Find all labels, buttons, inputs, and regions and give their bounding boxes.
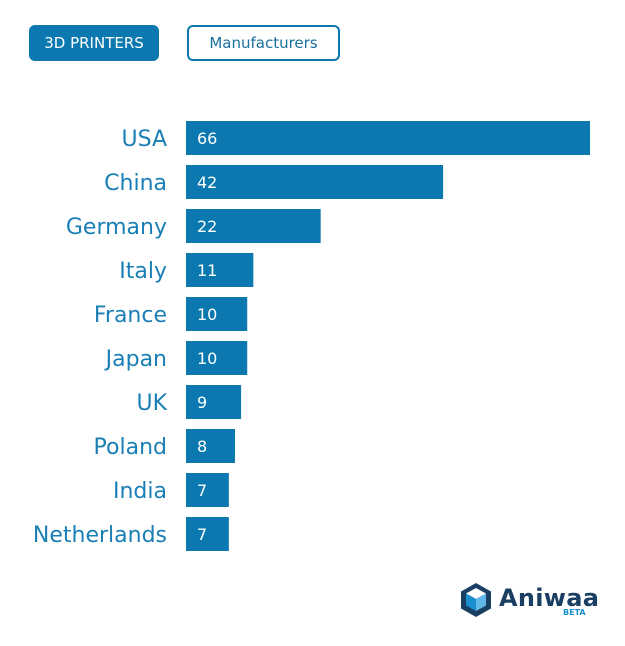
bar-italy (186, 253, 254, 287)
category-label: Netherlands (33, 523, 167, 548)
value-label: 22 (197, 217, 217, 236)
bar-india (186, 473, 229, 507)
aniwaa-cube-icon (461, 583, 491, 617)
brand-name: Aniwaa (499, 584, 600, 612)
bar-china (186, 165, 444, 199)
value-label: 7 (197, 525, 207, 544)
value-label: 42 (197, 173, 217, 192)
category-tag-manufacturers[interactable]: Manufacturers (187, 25, 340, 61)
category-label: France (94, 303, 167, 328)
category-label: Japan (104, 347, 167, 372)
category-label: USA (121, 127, 167, 152)
bar-poland (186, 429, 235, 463)
category-label: Germany (66, 215, 167, 240)
value-label: 11 (197, 261, 217, 280)
value-label: 10 (197, 349, 217, 368)
category-label: UK (136, 391, 167, 416)
bar-netherlands (186, 517, 229, 551)
category-label: Poland (94, 435, 167, 460)
value-label: 66 (197, 129, 217, 148)
bar-france (186, 297, 248, 331)
brand-badge: BETA (563, 608, 586, 617)
value-label: 7 (197, 481, 207, 500)
bar-japan (186, 341, 248, 375)
value-label: 8 (197, 437, 207, 456)
category-label: China (104, 171, 167, 196)
bar-uk (186, 385, 242, 419)
category-tag-3d-printers[interactable]: 3D PRINTERS (29, 25, 159, 61)
bar-usa (186, 121, 590, 155)
aniwaa-logo: Aniwaa BETA (459, 582, 599, 622)
bar-chart: USA 66 China 42 Germany 22 Italy 11 France 10 Japa… (33, 121, 590, 551)
category-label: Italy (119, 259, 167, 284)
category-label: India (113, 479, 167, 504)
value-label: 10 (197, 305, 217, 324)
bar-germany (186, 209, 321, 243)
value-label: 9 (197, 393, 207, 412)
